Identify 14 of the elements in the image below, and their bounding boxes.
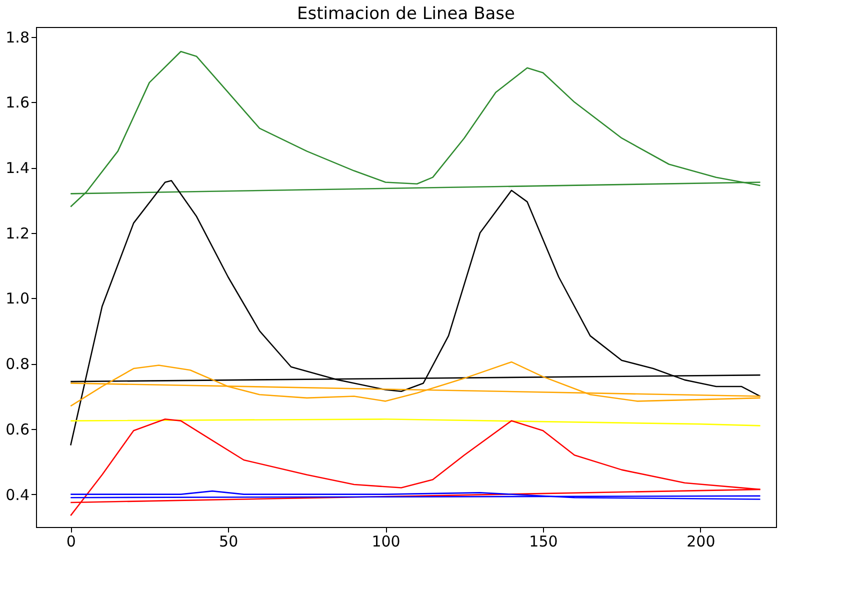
x-tick-label: 100 [372,532,400,550]
y-tick-label: 0.4 [6,486,30,504]
y-tick-label: 1.4 [6,159,30,178]
x-tick-label: 150 [529,532,558,550]
chart-title: Estimacion de Linea Base [297,4,515,24]
y-tick-label: 0.8 [6,355,30,374]
x-tick-label: 50 [219,532,238,550]
y-tick-label: 0.6 [6,420,30,438]
x-tick-label: 200 [686,532,716,550]
y-tick-label: 1.2 [6,224,30,242]
y-tick-label: 1.0 [6,290,30,308]
y-tick-label: 1.6 [6,94,30,112]
y-tick-label: 1.8 [6,28,30,46]
x-tick-label: 0 [66,532,76,550]
